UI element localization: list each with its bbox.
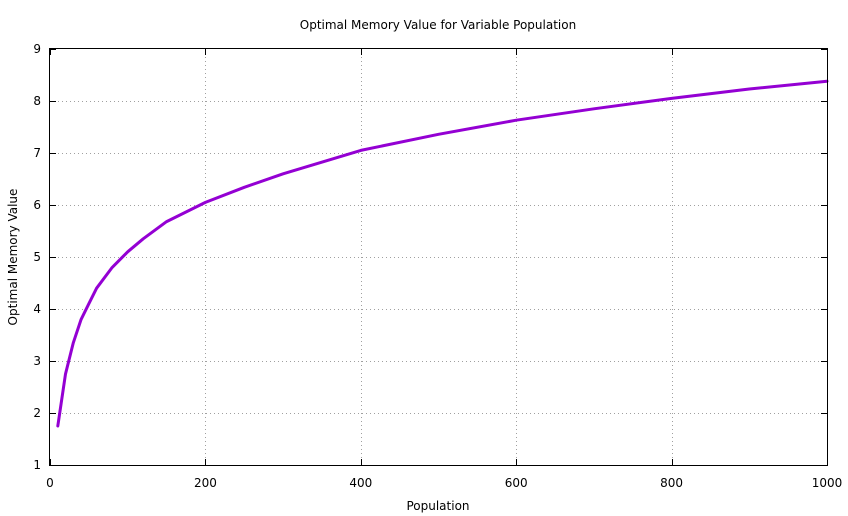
x-tick-label: 600 <box>505 476 528 490</box>
y-axis-label: Optimal Memory Value <box>6 189 20 326</box>
y-tick-label: 4 <box>33 302 41 316</box>
series-line-0 <box>56 79 829 428</box>
series-layer <box>56 79 829 428</box>
y-tick-label: 2 <box>33 406 41 420</box>
plot-frame <box>49 48 828 466</box>
y-tick-label: 6 <box>33 198 41 212</box>
y-tick-label: 7 <box>33 146 41 160</box>
ticks <box>50 49 828 466</box>
x-tick-label: 0 <box>46 476 54 490</box>
y-tick-label: 5 <box>33 250 41 264</box>
chart-title: Optimal Memory Value for Variable Popula… <box>300 18 576 32</box>
y-tick-labels: 1 2 3 4 5 6 7 8 9 <box>33 42 41 472</box>
x-tick-label: 800 <box>660 476 683 490</box>
y-tick-label: 9 <box>33 42 41 56</box>
y-tick-label: 8 <box>33 94 41 108</box>
grid <box>50 49 827 465</box>
y-tick-label: 1 <box>33 458 41 472</box>
y-tick-label: 3 <box>33 354 41 368</box>
x-tick-labels: 0 200 400 600 800 1000 <box>46 476 842 490</box>
x-tick-label: 1000 <box>812 476 843 490</box>
x-axis-label: Population <box>406 499 469 513</box>
x-tick-label: 200 <box>194 476 217 490</box>
x-tick-label: 400 <box>349 476 372 490</box>
